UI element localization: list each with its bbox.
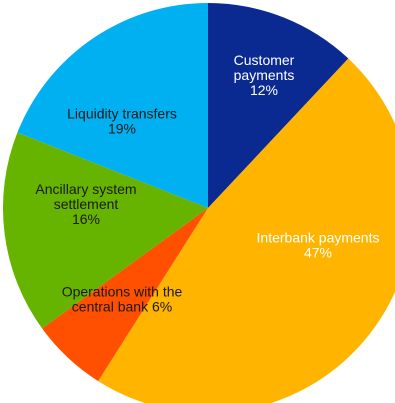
slice-label-line: settlement [54,196,119,212]
slice-label-line: Ancillary system [35,181,136,197]
slice-label-line: Operations with the [62,284,183,300]
slice-value-label: 12% [250,82,278,98]
slice-value-label: 16% [72,211,100,227]
slice-interbank-payments [98,58,395,403]
slice-label-customer-payments: Customer payments 12% [234,52,295,98]
slice-label-ancillary-system-settlement: Ancillary system settlement 16% [35,181,136,227]
slice-label-line: Interbank payments [257,230,380,246]
slice-label-liquidity-transfers: Liquidity transfers 19% [67,106,177,137]
slice-label-interbank-payments: Interbank payments 47% [257,230,380,261]
slice-label-line: payments [234,67,295,83]
slice-label-line: Liquidity transfers [67,106,177,122]
slice-liquidity-transfers [17,3,209,208]
slice-customer-payments [208,3,349,208]
slice-label-line: Customer [234,52,295,68]
slice-label-line: central bank 6% [72,299,172,315]
slice-label-operations-with-the-central-bank: Operations with the central bank 6% [62,284,183,315]
slice-operations-with-the-central-bank [42,208,208,382]
slice-value-label: 19% [108,121,136,137]
slice-ancillary-system-settlement [2,132,208,329]
slice-value-label: 47% [304,245,332,261]
